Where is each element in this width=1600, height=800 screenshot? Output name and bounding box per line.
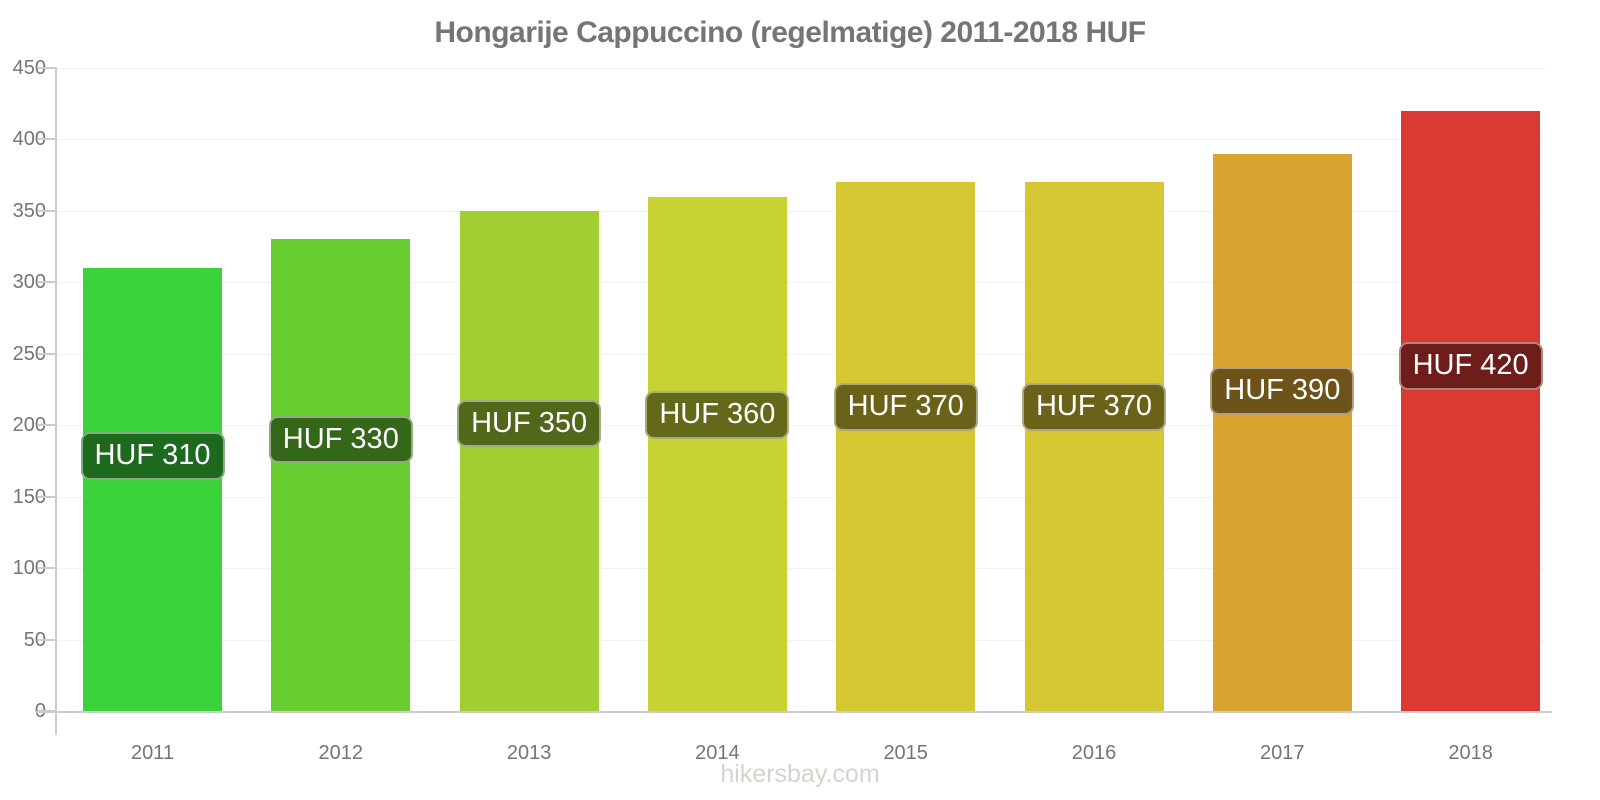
x-axis-tick-label: 2012 <box>318 742 364 764</box>
bar-2014: HUF 360 <box>645 197 790 711</box>
x-axis-tick-label: 2016 <box>1071 742 1117 764</box>
bar-value-label: HUF 360 <box>645 391 790 440</box>
bar-value-label: HUF 370 <box>833 382 978 431</box>
y-axis-tick-label: 450 <box>12 57 46 79</box>
y-axis-tick-label: 300 <box>12 271 46 293</box>
bar-value-label: HUF 420 <box>1398 342 1543 390</box>
x-axis-tick-label: 2018 <box>1448 742 1493 764</box>
y-axis-tick <box>38 353 57 355</box>
bar-2015: HUF 370 <box>833 182 978 711</box>
chart-title: Hongarije Cappuccino (regelmatige) 2011-… <box>434 16 1146 49</box>
gridline <box>57 354 1545 355</box>
x-axis-tick-label: 2014 <box>695 742 740 764</box>
gridline <box>57 139 1545 140</box>
bar-2018: HUF 420 <box>1398 111 1543 711</box>
bar-2017: HUF 390 <box>1210 154 1355 711</box>
x-axis-tick-label: 2015 <box>883 742 928 764</box>
y-axis-tick-label: 350 <box>12 200 46 222</box>
bar-2016: HUF 370 <box>1021 182 1167 711</box>
bar-value-label: HUF 370 <box>1021 382 1167 431</box>
bar-value-label: HUF 350 <box>457 399 602 448</box>
bar-2012: HUF 330 <box>268 239 413 711</box>
x-axis-tick-label: 2017 <box>1260 742 1305 764</box>
y-axis-line <box>55 68 57 735</box>
y-axis-tick-label: 150 <box>12 486 46 508</box>
gridline <box>57 68 1545 69</box>
bar-value-label: HUF 390 <box>1210 366 1355 415</box>
y-axis-tick <box>38 210 57 212</box>
gridline <box>57 640 1545 641</box>
bar-value-label: HUF 310 <box>80 432 225 481</box>
y-axis-tick <box>38 67 57 69</box>
gridline <box>57 425 1545 426</box>
y-axis-tick-label: 400 <box>12 128 46 150</box>
y-axis-tick-label: 50 <box>23 629 46 651</box>
x-axis-tick-label: 2013 <box>506 742 552 764</box>
x-axis-line <box>36 711 1552 713</box>
y-axis-tick <box>38 281 57 283</box>
gridline <box>57 211 1545 212</box>
watermark-link[interactable]: hikersbay.com <box>720 760 880 788</box>
gridline <box>57 497 1545 498</box>
y-axis-tick <box>38 138 57 140</box>
y-axis-tick-label: 200 <box>12 414 46 436</box>
bar-2013: HUF 350 <box>457 211 602 711</box>
bar-2011: HUF 310 <box>80 268 225 711</box>
y-axis-tick <box>38 567 57 569</box>
gridline <box>57 282 1545 283</box>
x-axis-tick-label: 2011 <box>130 742 174 764</box>
bar-value-label: HUF 330 <box>268 415 413 464</box>
y-axis-tick <box>38 496 57 498</box>
y-axis-tick-label: 250 <box>12 343 46 365</box>
y-axis-tick <box>38 639 57 641</box>
y-axis-tick <box>38 424 57 426</box>
gridline <box>57 568 1545 569</box>
y-axis-tick-label: 100 <box>12 557 46 579</box>
